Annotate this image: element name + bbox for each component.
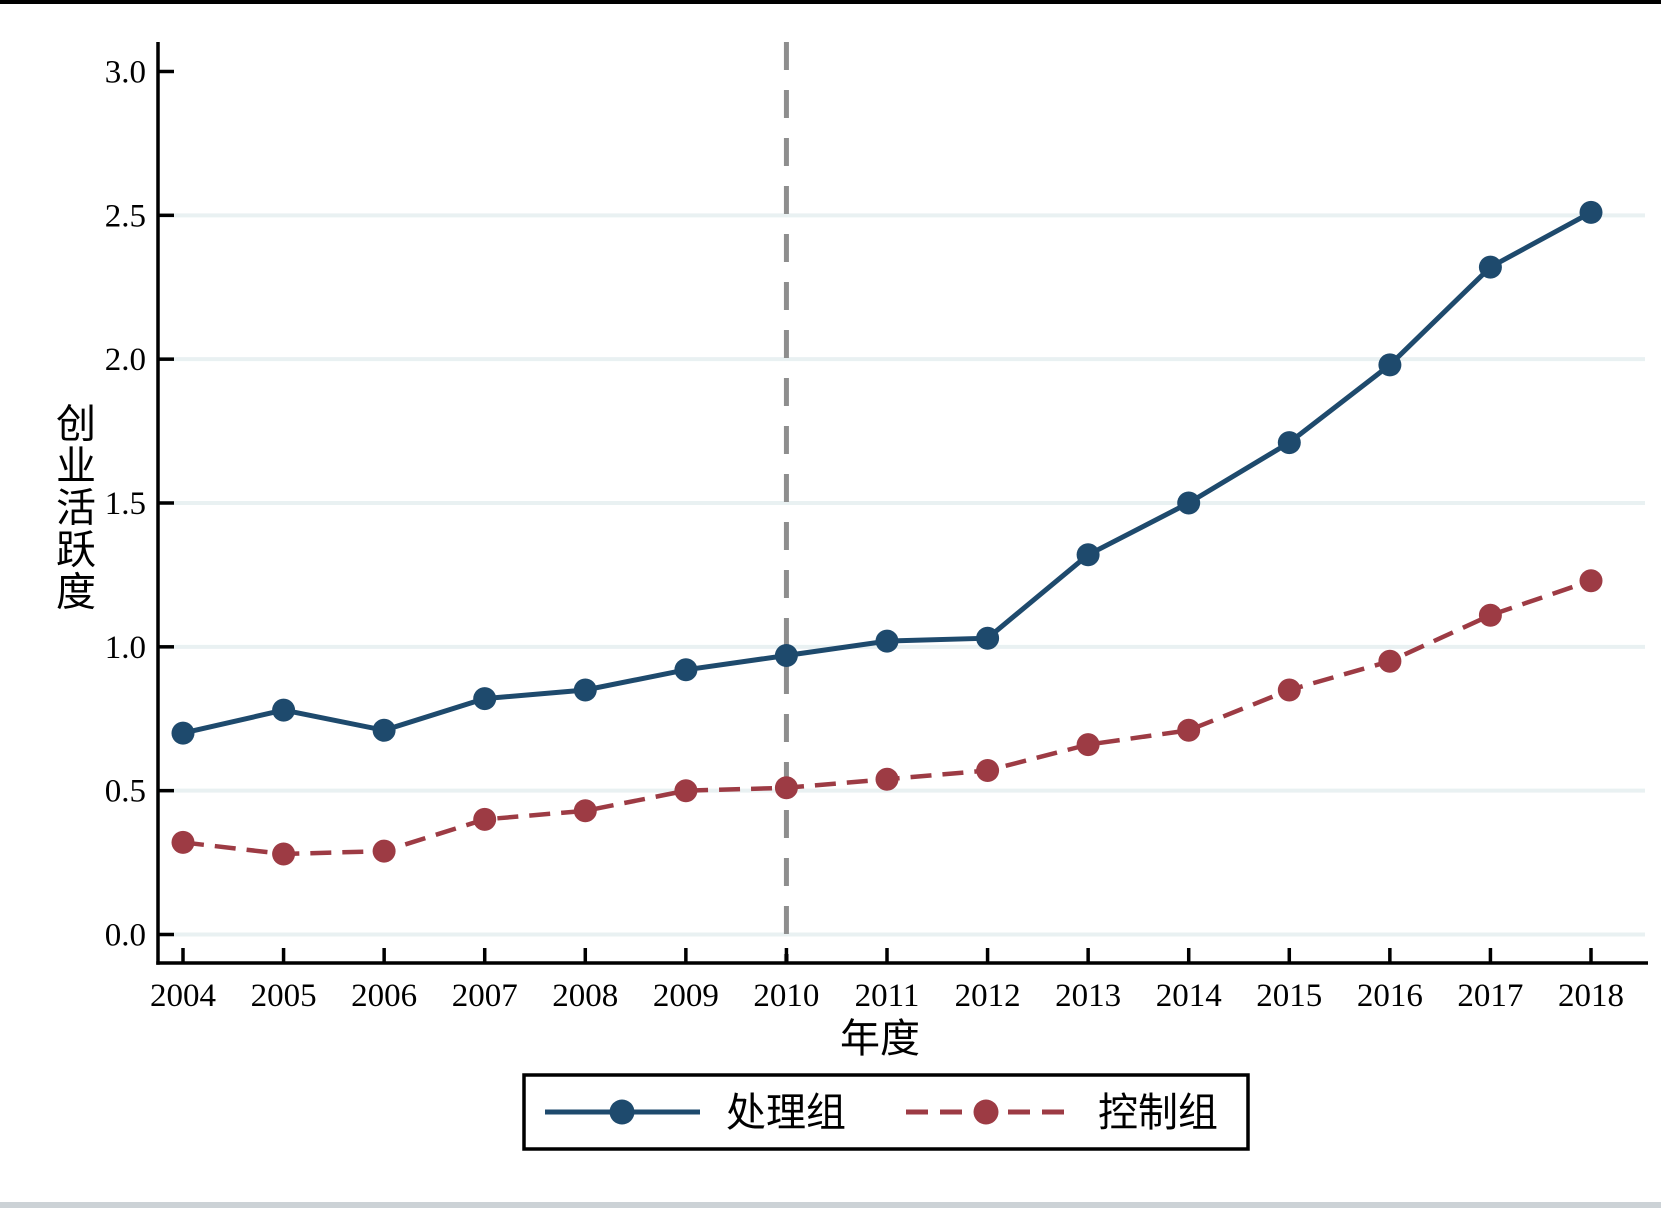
y-tick-label: 3.0 [105, 54, 146, 90]
data-point-treatment-2011 [875, 629, 899, 653]
x-tick-label: 2010 [753, 978, 819, 1014]
data-point-treatment-2010 [774, 644, 798, 667]
series-line-control [182, 578, 1592, 857]
data-point-control-2007 [473, 807, 497, 831]
data-point-treatment-2012 [976, 626, 1000, 650]
top-border [0, 0, 1661, 4]
legend: 处理组 控制组 [522, 1073, 1250, 1151]
y-tick-label: 0.0 [105, 918, 146, 954]
x-tick-label: 2008 [552, 978, 618, 1014]
data-point-treatment-2004 [171, 721, 195, 745]
x-tick-label: 2007 [452, 978, 518, 1014]
data-point-control-2004 [171, 830, 195, 854]
x-tick-label: 2011 [855, 978, 920, 1014]
x-tick-label: 2006 [351, 978, 417, 1014]
data-point-treatment-2007 [473, 687, 497, 711]
x-tick-label: 2017 [1457, 978, 1523, 1014]
x-tick-label: 2012 [955, 978, 1021, 1014]
data-point-treatment-2014 [1177, 491, 1201, 515]
data-point-control-2014 [1177, 718, 1201, 742]
y-axis-title-char: 跃 [56, 528, 96, 573]
y-tick-label: 1.0 [105, 630, 146, 666]
data-series-layer [171, 200, 1603, 866]
data-point-control-2011 [875, 767, 899, 791]
x-tick-label: 2009 [653, 978, 719, 1014]
data-point-control-2016 [1378, 649, 1402, 673]
y-axis-title-char: 活 [56, 486, 96, 531]
y-tick-label: 2.5 [105, 198, 146, 234]
legend-control-marker-icon [973, 1099, 999, 1125]
y-axis-title-char: 度 [56, 570, 96, 615]
axis-labels: 0.0 0.5 1.0 1.5 2.0 2.5 3.0 2004 2005 2006 2007 200… [56, 54, 1624, 1061]
data-point-treatment-2008 [573, 678, 597, 702]
axes [156, 42, 1648, 965]
x-tick-label: 2013 [1055, 978, 1121, 1014]
x-tick-label: 2016 [1357, 978, 1423, 1014]
series-line-treatment [182, 210, 1593, 736]
data-point-control-2005 [272, 842, 296, 866]
bottom-strip [0, 1202, 1661, 1208]
y-axis-title-char: 创 [56, 402, 96, 447]
x-tick-label: 2014 [1156, 978, 1222, 1014]
data-point-treatment-2005 [272, 698, 296, 722]
x-tick-label: 2005 [251, 978, 317, 1014]
legend-treatment-marker-icon [609, 1099, 635, 1125]
x-tick-label: 2015 [1256, 978, 1322, 1014]
x-axis-title: 年度 [840, 1016, 920, 1061]
data-point-treatment-2016 [1378, 353, 1402, 377]
legend-treatment-label: 处理组 [726, 1090, 846, 1135]
data-point-control-2012 [976, 759, 1000, 782]
data-point-treatment-2018 [1579, 200, 1603, 224]
data-point-control-2017 [1478, 603, 1502, 627]
data-point-control-2013 [1076, 733, 1100, 757]
y-axis-title-char: 业 [56, 444, 96, 489]
data-point-control-2018 [1579, 569, 1603, 593]
y-tick-label: 0.5 [105, 774, 146, 810]
gridlines [158, 213, 1645, 937]
data-point-treatment-2015 [1277, 431, 1301, 455]
data-point-treatment-2006 [372, 718, 396, 742]
y-tick-label: 2.0 [105, 342, 146, 378]
data-point-control-2010 [774, 776, 798, 800]
x-tick-label: 2004 [150, 978, 216, 1014]
x-tick-label: 2018 [1558, 978, 1624, 1014]
data-point-treatment-2013 [1076, 543, 1100, 567]
y-tick-label: 1.5 [105, 486, 146, 522]
legend-control-label: 控制组 [1098, 1090, 1218, 1135]
data-point-treatment-2009 [674, 658, 698, 682]
data-point-control-2006 [372, 839, 396, 863]
data-point-control-2015 [1277, 678, 1301, 702]
data-point-control-2009 [674, 779, 698, 803]
data-point-control-2008 [573, 799, 597, 823]
data-point-treatment-2017 [1478, 255, 1502, 279]
